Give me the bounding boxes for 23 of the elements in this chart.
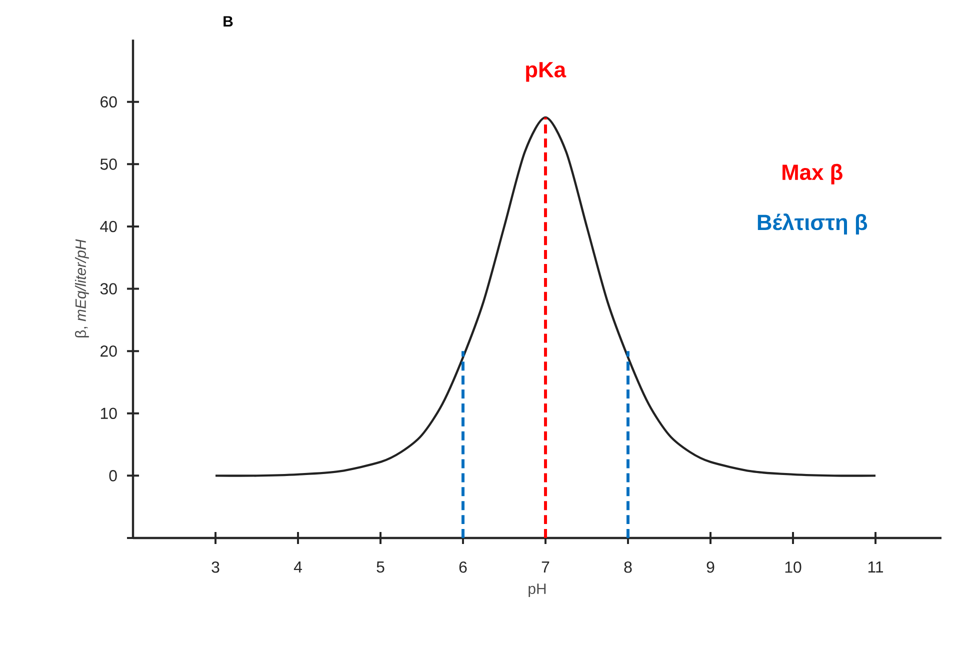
x-tick-label: 6 (459, 562, 467, 573)
x-tick-label: 4 (294, 562, 302, 572)
y-tick-label: 40 (100, 220, 117, 232)
y-tick-label: 10 (100, 408, 117, 420)
annotation: pKa (526, 62, 566, 82)
y-tick-label: 60 (100, 96, 117, 108)
x-tick-label: 5 (376, 562, 384, 573)
x-tick-label: 11 (868, 562, 883, 572)
y-axis-title: β, mEq/liter/pH (74, 239, 89, 338)
x-tick-label: 9 (706, 562, 714, 573)
y-tick-label: 30 (100, 283, 117, 294)
x-tick-label: 3 (212, 562, 220, 573)
line-series (214, 116, 877, 477)
x-tick-label: 7 (542, 562, 550, 572)
x-tick-label: 10 (785, 562, 802, 573)
annotation: Max β (782, 164, 842, 184)
annotation: Βέλτιστη β (758, 213, 868, 234)
y-tick-label: 20 (100, 345, 117, 357)
chart-title: B (224, 16, 233, 26)
x-tick-label: 8 (624, 562, 632, 573)
x-axis-title: pH (528, 584, 546, 598)
y-tick-label: 0 (109, 470, 117, 482)
y-tick-label: 50 (100, 158, 117, 170)
